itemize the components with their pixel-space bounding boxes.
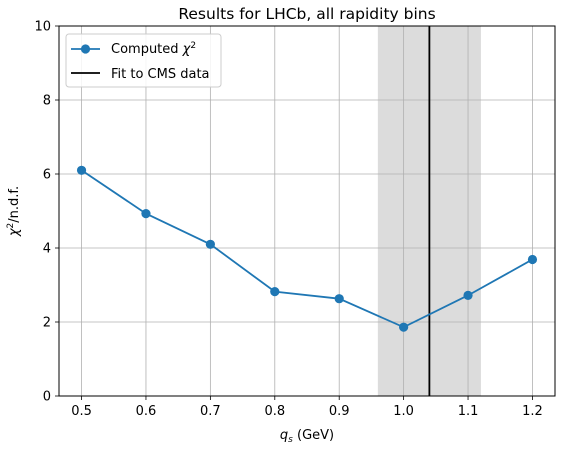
data-point (141, 208, 151, 219)
legend: Computed χ2 Fit to CMS data (65, 33, 222, 88)
chart-title: Results for LHCb, all rapidity bins (178, 5, 435, 23)
data-point (205, 239, 215, 249)
x-tick-label: 0.8 (264, 404, 285, 419)
data-point (334, 294, 344, 304)
y-axis-label: χ2/n.d.f. (6, 186, 22, 237)
x-tick-label: 0.6 (136, 404, 157, 419)
y-tick-label: 0 (43, 390, 51, 405)
y-tick-label: 8 (43, 94, 51, 109)
x-tick-label: 1.2 (522, 404, 543, 419)
legend-box (65, 33, 222, 88)
x-tick-label: 0.9 (329, 404, 350, 419)
y-tick-label: 10 (34, 20, 51, 35)
x-axis-label: qs (GeV) (280, 428, 334, 445)
legend-series-label: Computed χ2 (111, 41, 196, 57)
x-ticks: 0.5 0.6 0.7 0.8 0.9 1.0 1.1 1.2 (71, 396, 543, 419)
legend-series-marker (80, 44, 91, 54)
data-point (527, 254, 538, 265)
x-tick-label: 0.7 (200, 404, 221, 419)
series-layer (76, 165, 538, 332)
x-tick-label: 1.1 (458, 404, 479, 419)
series-line (81, 169, 533, 329)
data-point (76, 165, 87, 175)
x-tick-label: 1.0 (393, 404, 414, 419)
data-point (399, 322, 409, 332)
y-tick-label: 2 (43, 316, 51, 331)
data-point (463, 290, 473, 300)
y-tick-label: 6 (43, 168, 51, 183)
y-ticks: 0 2 4 6 8 10 (34, 20, 59, 405)
y-tick-label: 4 (43, 242, 51, 257)
legend-fit-label: Fit to CMS data (111, 67, 210, 82)
x-tick-label: 0.5 (71, 404, 92, 419)
data-point (270, 287, 280, 297)
plot-frame (58, 25, 556, 397)
